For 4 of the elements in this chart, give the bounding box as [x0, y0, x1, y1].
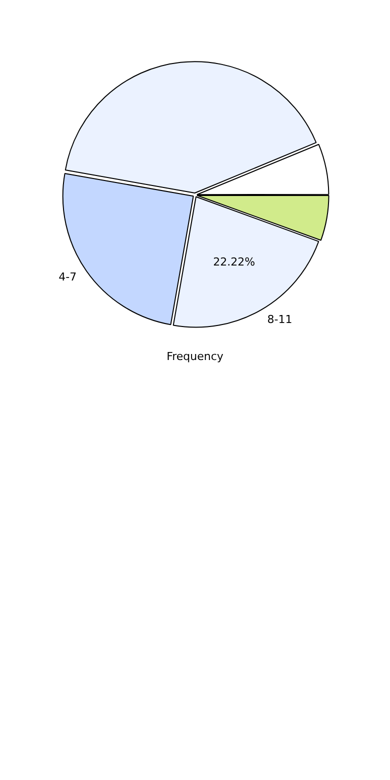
slice-label: 4-7 — [58, 270, 77, 284]
slice-label: 8-11 — [267, 313, 292, 326]
text: Frequency — [166, 350, 224, 363]
data-label: 22.22% — [213, 256, 256, 269]
